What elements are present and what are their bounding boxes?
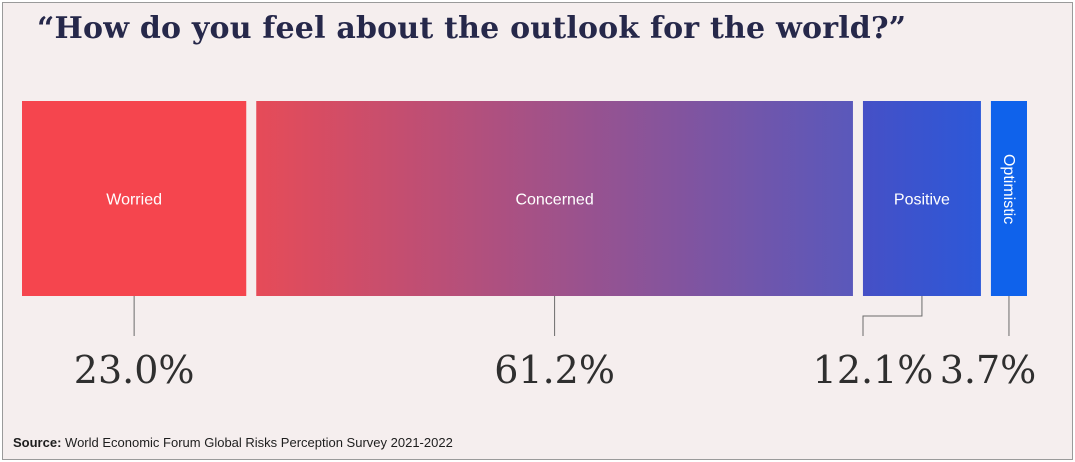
bar-optimistic bbox=[990, 101, 1027, 296]
bar-worried bbox=[22, 101, 247, 296]
bar-concerned bbox=[256, 101, 853, 296]
bar-positive bbox=[862, 101, 981, 296]
source-note: Source: World Economic Forum Global Risk… bbox=[13, 435, 453, 450]
value-label-positive: 12.1% bbox=[813, 348, 934, 392]
stacked-bar-chart: Worried 23.0% Concerned 61.2% Positive 12.1% O… bbox=[22, 101, 1037, 392]
value-label-optimistic: 3.7% bbox=[940, 348, 1037, 392]
bar-label-optimistic: Optimistic bbox=[1000, 154, 1017, 224]
bar-label-positive: Positive bbox=[894, 192, 950, 209]
source-label: Source: bbox=[13, 435, 62, 450]
value-label-concerned: 61.2% bbox=[494, 348, 615, 392]
chart-title: “How do you feel about the outlook for t… bbox=[37, 11, 907, 46]
source-text: World Economic Forum Global Risks Percep… bbox=[65, 435, 453, 450]
leader-line-positive bbox=[862, 296, 923, 336]
bar-label-worried: Worried bbox=[106, 192, 162, 209]
value-label-worried: 23.0% bbox=[74, 348, 195, 392]
bar-label-concerned: Concerned bbox=[515, 192, 593, 209]
